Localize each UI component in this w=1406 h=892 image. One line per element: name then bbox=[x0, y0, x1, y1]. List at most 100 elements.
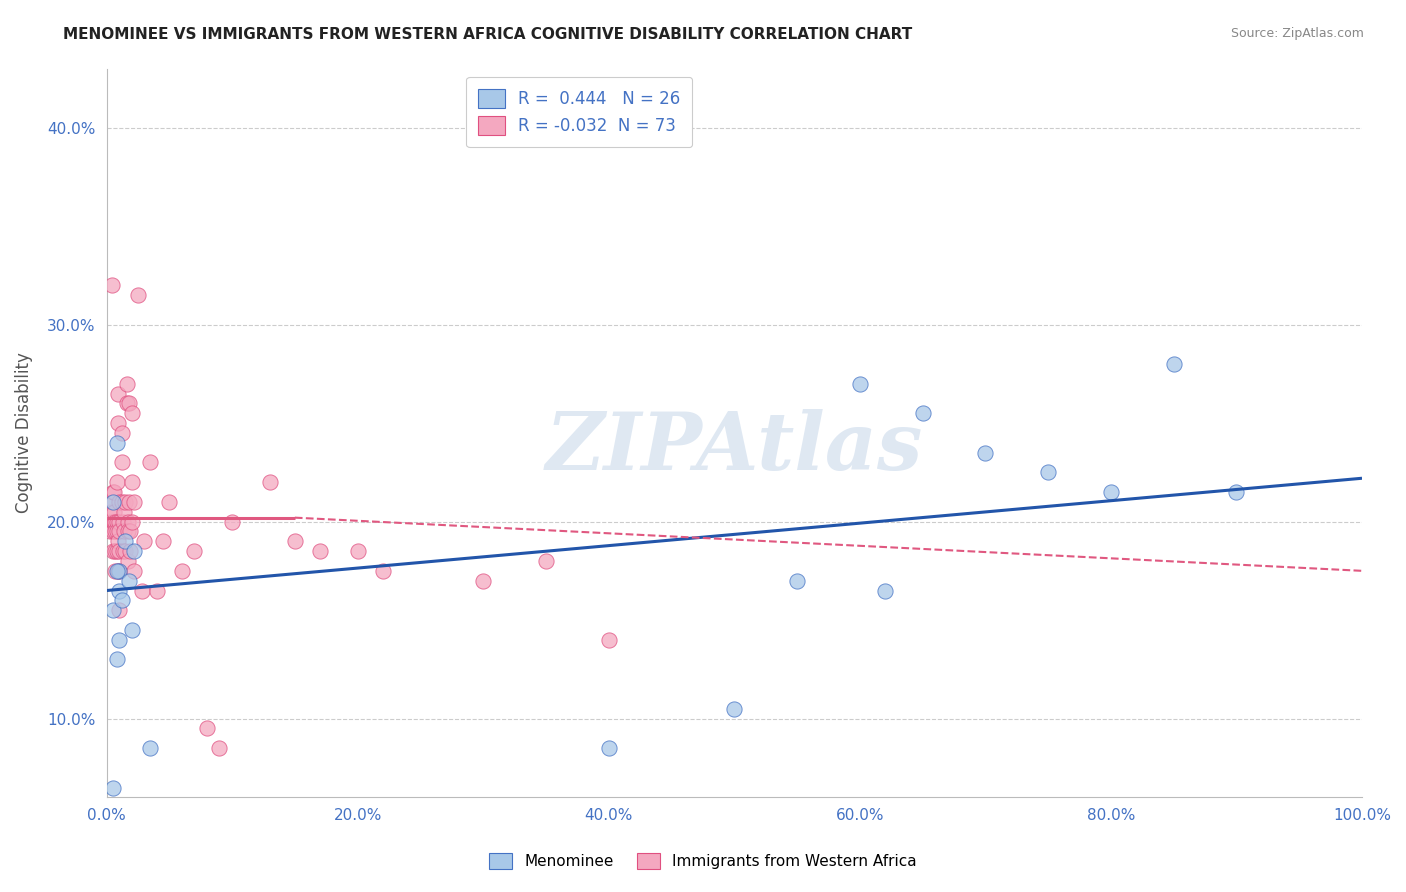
Point bbox=[103, 515, 125, 529]
Point bbox=[101, 515, 124, 529]
Point bbox=[108, 583, 131, 598]
Y-axis label: Cognitive Disability: Cognitive Disability bbox=[15, 352, 32, 514]
Point bbox=[98, 524, 121, 539]
Point bbox=[108, 603, 131, 617]
Point bbox=[105, 544, 128, 558]
Point bbox=[111, 544, 134, 558]
Text: MENOMINEE VS IMMIGRANTS FROM WESTERN AFRICA COGNITIVE DISABILITY CORRELATION CHA: MENOMINEE VS IMMIGRANTS FROM WESTERN AFR… bbox=[63, 27, 912, 42]
Point bbox=[118, 396, 141, 410]
Text: ZIPAtlas: ZIPAtlas bbox=[546, 409, 922, 486]
Point bbox=[100, 278, 122, 293]
Point bbox=[598, 741, 620, 756]
Point bbox=[104, 544, 127, 558]
Point bbox=[112, 524, 135, 539]
Point bbox=[101, 495, 124, 509]
Point bbox=[108, 564, 131, 578]
Point bbox=[110, 495, 132, 509]
Point bbox=[98, 515, 121, 529]
Point bbox=[108, 524, 131, 539]
Point bbox=[105, 564, 128, 578]
Point bbox=[157, 495, 180, 509]
Point bbox=[101, 780, 124, 795]
Point bbox=[117, 524, 139, 539]
Point bbox=[974, 445, 997, 459]
Legend: Menominee, Immigrants from Western Africa: Menominee, Immigrants from Western Afric… bbox=[484, 847, 922, 875]
Point bbox=[120, 524, 142, 539]
Point bbox=[170, 564, 193, 578]
Point bbox=[117, 515, 139, 529]
Point bbox=[145, 583, 167, 598]
Point bbox=[103, 505, 125, 519]
Text: Source: ZipAtlas.com: Source: ZipAtlas.com bbox=[1230, 27, 1364, 40]
Point bbox=[121, 406, 143, 420]
Point bbox=[112, 505, 135, 519]
Point bbox=[108, 632, 131, 647]
Point bbox=[120, 544, 142, 558]
Point bbox=[195, 722, 218, 736]
Point bbox=[208, 741, 231, 756]
Point bbox=[598, 632, 620, 647]
Point bbox=[101, 603, 124, 617]
Point bbox=[1099, 485, 1122, 500]
Point bbox=[873, 583, 896, 598]
Point bbox=[371, 564, 394, 578]
Point bbox=[115, 396, 138, 410]
Point bbox=[114, 534, 136, 549]
Point bbox=[104, 564, 127, 578]
Point bbox=[104, 524, 127, 539]
Point bbox=[122, 564, 145, 578]
Point bbox=[284, 534, 307, 549]
Point bbox=[110, 425, 132, 440]
Point bbox=[110, 593, 132, 607]
Point bbox=[121, 515, 143, 529]
Point bbox=[118, 574, 141, 588]
Point bbox=[115, 376, 138, 391]
Point bbox=[104, 515, 127, 529]
Point bbox=[472, 574, 495, 588]
Point bbox=[105, 435, 128, 450]
Point bbox=[108, 515, 131, 529]
Point bbox=[121, 623, 143, 637]
Point bbox=[101, 524, 124, 539]
Point bbox=[309, 544, 332, 558]
Point bbox=[98, 505, 121, 519]
Point bbox=[108, 544, 131, 558]
Point bbox=[107, 534, 129, 549]
Point bbox=[849, 376, 872, 391]
Point bbox=[259, 475, 281, 490]
Point bbox=[122, 495, 145, 509]
Point bbox=[723, 702, 745, 716]
Point bbox=[105, 475, 128, 490]
Point bbox=[114, 544, 136, 558]
Point bbox=[1036, 466, 1059, 480]
Point bbox=[183, 544, 205, 558]
Point bbox=[108, 495, 131, 509]
Point bbox=[107, 564, 129, 578]
Point bbox=[107, 416, 129, 430]
Point bbox=[117, 554, 139, 568]
Point bbox=[114, 495, 136, 509]
Point bbox=[101, 544, 124, 558]
Point bbox=[105, 652, 128, 666]
Point bbox=[118, 495, 141, 509]
Point bbox=[152, 534, 174, 549]
Point bbox=[108, 564, 131, 578]
Point bbox=[131, 583, 153, 598]
Point bbox=[139, 741, 162, 756]
Point bbox=[107, 386, 129, 401]
Point bbox=[105, 515, 128, 529]
Point bbox=[121, 475, 143, 490]
Legend: R =  0.444   N = 26, R = -0.032  N = 73: R = 0.444 N = 26, R = -0.032 N = 73 bbox=[467, 77, 692, 147]
Point bbox=[100, 495, 122, 509]
Point bbox=[110, 455, 132, 469]
Point bbox=[346, 544, 368, 558]
Point bbox=[1225, 485, 1247, 500]
Point bbox=[534, 554, 557, 568]
Point bbox=[134, 534, 156, 549]
Point bbox=[103, 485, 125, 500]
Point bbox=[111, 515, 134, 529]
Point bbox=[105, 524, 128, 539]
Point bbox=[122, 544, 145, 558]
Point bbox=[127, 288, 149, 302]
Point bbox=[911, 406, 934, 420]
